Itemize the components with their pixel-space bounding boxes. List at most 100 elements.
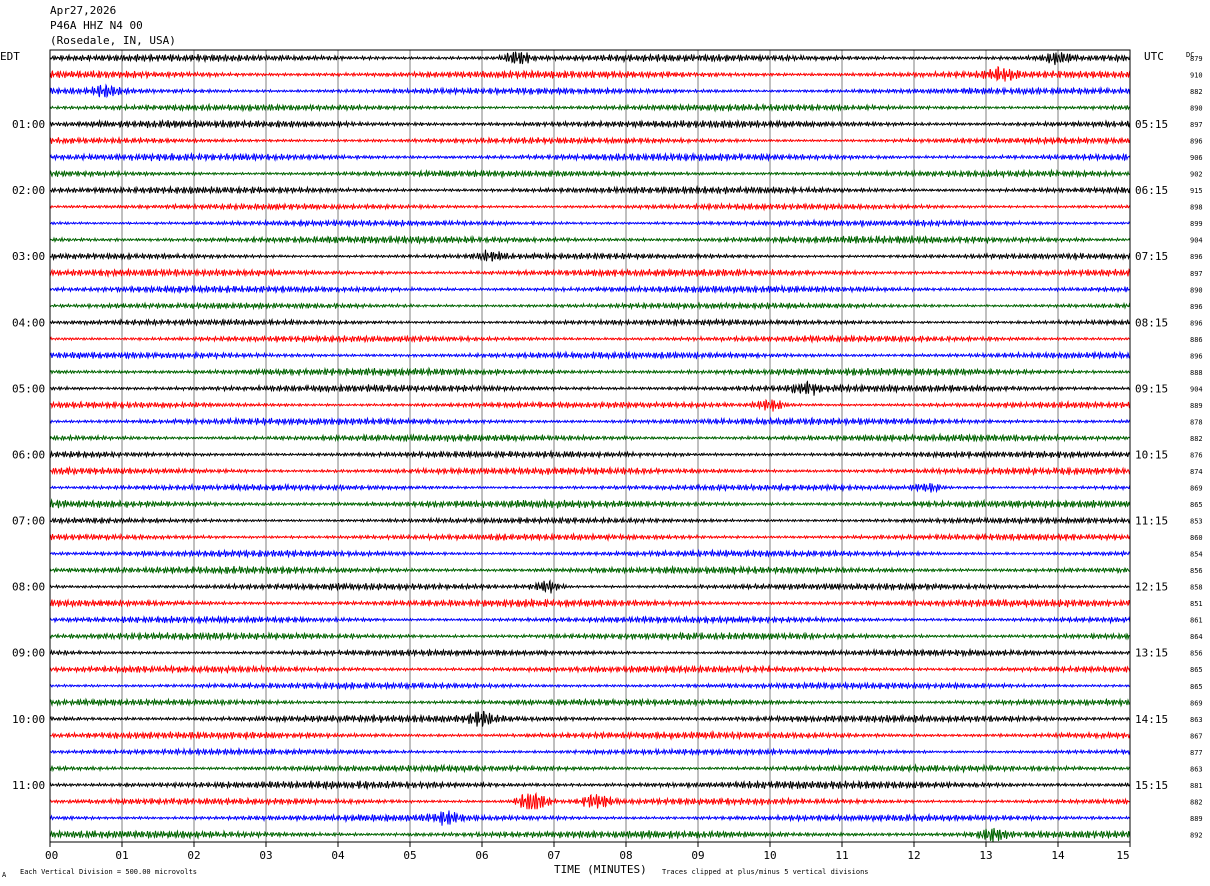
dc-offset-label: 896: [1190, 253, 1203, 261]
x-tick-label-02: 02: [187, 849, 200, 862]
trace-row-15: [50, 301, 1131, 311]
corner-mark: A: [2, 871, 7, 879]
right-hour-labels: 05:15 06:15 07:15 08:15 09:15 10:15 11:15 12:15…: [1135, 118, 1168, 792]
dc-offset-label: 851: [1190, 600, 1203, 608]
trace-row-21: [49, 398, 1131, 412]
left-hour-label: 07:00: [12, 515, 45, 528]
trace-row-33: [49, 597, 1131, 609]
right-hour-label: 11:15: [1135, 515, 1168, 528]
x-tick-label-10: 10: [763, 849, 776, 862]
trace-row-29: [49, 532, 1131, 542]
right-hour-label: 08:15: [1135, 316, 1168, 329]
trace-row-32: [49, 579, 1131, 594]
dc-offset-label: 876: [1190, 451, 1203, 459]
plot-border: [49, 49, 1131, 843]
left-hour-label: 09:00: [12, 647, 45, 660]
traces: [49, 51, 1131, 843]
trace-row-36: [50, 647, 1131, 658]
trace-row-13: [49, 267, 1131, 278]
dc-offset-label: 867: [1190, 732, 1203, 740]
left-hour-label: 01:00: [12, 118, 45, 131]
trace-row-11: [49, 234, 1131, 245]
dc-offset-label: 863: [1190, 716, 1203, 724]
trace-row-34: [49, 614, 1131, 625]
dc-offset-label: 898: [1190, 204, 1203, 212]
trace-row-37: [49, 664, 1131, 675]
x-tick-label-14: 14: [1051, 849, 1065, 862]
trace-row-16: [50, 317, 1131, 327]
dc-offset-label: 864: [1190, 633, 1203, 641]
dc-offset-label: 904: [1190, 385, 1203, 393]
dc-offset-label: 897: [1190, 121, 1203, 129]
left-timezone-label: EDT: [0, 50, 20, 63]
left-hour-label: 03:00: [12, 250, 45, 263]
trace-row-10: [49, 218, 1131, 229]
trace-row-4: [49, 118, 1131, 130]
left-hour-label: 11:00: [12, 779, 45, 792]
x-tick-label-01: 01: [115, 849, 128, 862]
trace-row-18: [49, 350, 1131, 361]
trace-row-8: [49, 184, 1131, 195]
trace-row-40: [49, 710, 1131, 727]
x-tick-label-05: 05: [403, 849, 416, 862]
trace-row-20: [49, 380, 1131, 396]
dc-offset-label: 869: [1190, 485, 1203, 493]
left-hour-label: 05:00: [12, 382, 45, 395]
dc-offset-label: 902: [1190, 171, 1203, 179]
dc-offset-label: 890: [1190, 105, 1203, 113]
x-tick-label-07: 07: [547, 849, 560, 862]
left-hour-label: 08:00: [12, 581, 45, 594]
dc-offset-label: 856: [1190, 650, 1203, 658]
dc-offset-label: 882: [1190, 435, 1203, 443]
dc-offset-label: 861: [1190, 617, 1203, 625]
left-hour-labels: 01:00 02:00 03:00 04:00 05:00 06:00 07:00 08:00…: [12, 118, 45, 792]
trace-row-7: [49, 168, 1131, 180]
x-tick-label-12: 12: [907, 849, 920, 862]
dc-offset-label: 910: [1190, 72, 1203, 80]
left-hour-label: 02:00: [12, 184, 45, 197]
dc-offset-label: 874: [1190, 468, 1203, 476]
dc-offset-label: 892: [1190, 831, 1203, 839]
trace-row-45: [49, 791, 1131, 810]
dc-offset-label: 863: [1190, 765, 1203, 773]
left-hour-label: 06:00: [12, 448, 45, 461]
trace-row-3: [49, 102, 1131, 113]
trace-row-0: [49, 51, 1131, 66]
trace-row-12: [49, 249, 1131, 262]
dc-offset-label: 886: [1190, 336, 1203, 344]
trace-row-25: [49, 465, 1131, 477]
trace-row-17: [49, 334, 1131, 344]
x-tick-label-09: 09: [691, 849, 704, 862]
clip-note: Traces clipped at plus/minus 5 vertical …: [662, 868, 869, 876]
dc-offset-label: 878: [1190, 418, 1203, 426]
trace-row-6: [49, 151, 1131, 163]
plot-date: Apr27,2026: [50, 4, 117, 17]
right-hour-label: 09:15: [1135, 382, 1168, 395]
trace-row-5: [49, 135, 1131, 146]
trace-row-19: [49, 366, 1131, 378]
trace-row-38: [49, 681, 1131, 691]
dc-offset-labels: 879 910 882 890 897 896 906 902 915 898 899 904 896 8…: [1190, 55, 1203, 839]
right-hour-label: 10:15: [1135, 448, 1168, 461]
x-tick-label-06: 06: [475, 849, 488, 862]
trace-row-2: [49, 83, 1131, 99]
x-tick-label-00: 00: [45, 849, 58, 862]
x-tick-label-03: 03: [259, 849, 272, 862]
plot-frame: [49, 49, 1131, 843]
dc-offset-label: 882: [1190, 88, 1203, 96]
right-hour-label: 14:15: [1135, 713, 1168, 726]
dc-offset-label: 865: [1190, 501, 1203, 509]
dc-offset-label: 858: [1190, 584, 1203, 592]
trace-row-26: [49, 482, 1131, 494]
right-hour-label: 13:15: [1135, 647, 1168, 660]
right-hour-label: 06:15: [1135, 184, 1168, 197]
trace-row-46: [49, 810, 1131, 826]
trace-row-9: [49, 202, 1131, 212]
right-timezone-label: UTC: [1144, 50, 1164, 63]
trace-row-24: [49, 449, 1131, 460]
trace-row-28: [49, 515, 1131, 526]
left-hour-label: 10:00: [12, 713, 45, 726]
station-code: P46A HHZ N4 00: [50, 19, 143, 32]
dc-offset-label: 853: [1190, 518, 1203, 526]
